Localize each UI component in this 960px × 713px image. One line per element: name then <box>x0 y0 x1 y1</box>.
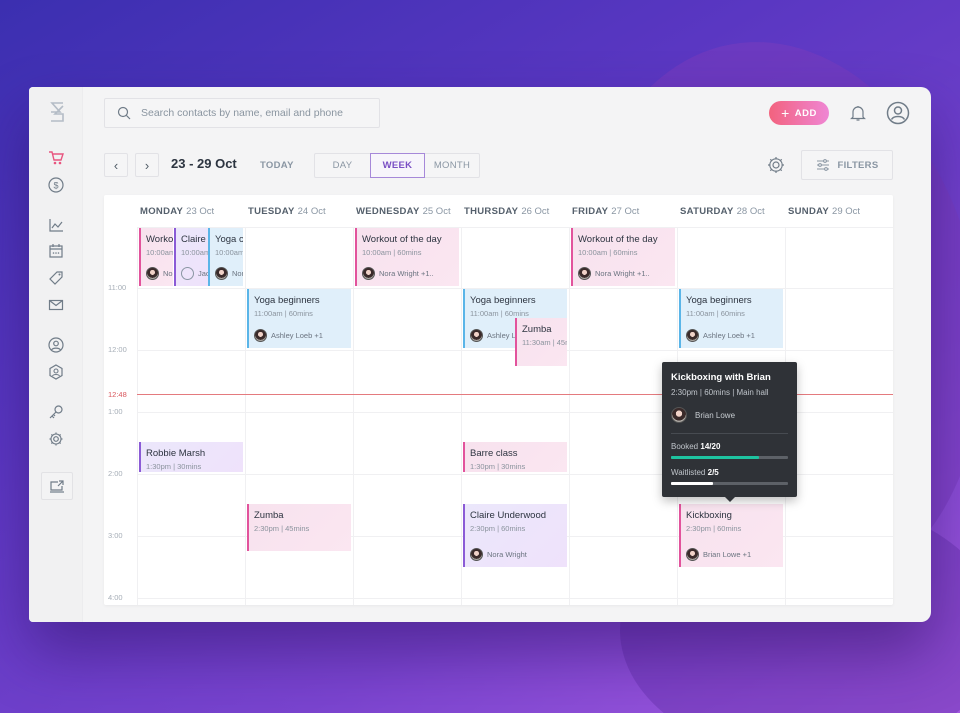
dollar-icon[interactable]: $ <box>47 176 65 194</box>
time-label: 1:00 <box>108 407 123 416</box>
external-window-button[interactable] <box>41 472 73 500</box>
avatar <box>686 329 699 342</box>
user-circle-icon[interactable] <box>47 336 65 354</box>
add-button[interactable]: + ADD <box>769 101 829 125</box>
svg-text:$: $ <box>53 181 58 191</box>
day-header-friday: FRIDAY 27 Oct <box>572 205 640 217</box>
avatar <box>578 267 591 280</box>
plus-icon: + <box>781 105 790 121</box>
day-header-tuesday: TUESDAY 24 Oct <box>248 205 326 217</box>
current-time-line <box>137 394 893 395</box>
event-thu-barre[interactable]: Barre class 1:30pm | 30mins <box>463 442 567 472</box>
chevron-left-icon: ‹ <box>113 157 119 173</box>
user-shield-icon[interactable] <box>47 363 65 381</box>
gear-icon[interactable] <box>47 430 65 448</box>
day-header-wednesday: WEDNESDAY 25 Oct <box>356 205 451 217</box>
event-mon-claire[interactable]: Claire Underwood 10:00am | 60mins Jack <box>174 228 208 286</box>
week-calendar: MONDAY 23 Oct TUESDAY 24 Oct WEDNESDAY 25 O… <box>104 195 893 605</box>
grid-line <box>137 227 138 605</box>
key-icon[interactable] <box>47 403 65 421</box>
cart-icon[interactable] <box>47 149 65 167</box>
avatar <box>362 267 375 280</box>
external-window-icon <box>50 480 64 493</box>
calendar-settings-icon[interactable] <box>766 155 786 175</box>
account-avatar-icon[interactable] <box>886 101 910 125</box>
event-details-popover: Kickboxing with Brian 2:30pm | 60mins | … <box>662 362 797 502</box>
chevron-right-icon: › <box>144 157 150 173</box>
app-window: $ + ADD <box>29 87 931 622</box>
search-input[interactable] <box>141 107 361 119</box>
avatar <box>146 267 159 280</box>
tag-icon[interactable] <box>47 269 65 287</box>
time-label: 2:00 <box>108 469 123 478</box>
event-mon-workout[interactable]: Workout of the day 10:00am | 60mins Nora… <box>139 228 173 286</box>
event-fri-workout[interactable]: Workout of the day 10:00am | 60mins Nora… <box>571 228 675 286</box>
sidebar: $ <box>29 87 83 622</box>
date-range: 23 - 29 Oct <box>171 156 237 171</box>
grid-line <box>137 288 893 289</box>
avatar <box>686 548 699 561</box>
grid-line <box>137 227 893 228</box>
bell-icon[interactable] <box>849 104 867 122</box>
popover-meta: 2:30pm | 60mins | Main hall <box>671 388 769 397</box>
grid-line <box>569 227 570 605</box>
mail-icon[interactable] <box>47 296 65 314</box>
search-icon <box>117 106 131 120</box>
booked-progress-bar <box>671 456 788 459</box>
search-box[interactable] <box>104 98 380 128</box>
view-day-button[interactable]: DAY <box>332 160 353 171</box>
user-placeholder-icon <box>181 267 194 280</box>
event-wed-workout[interactable]: Workout of the day 10:00am | 60mins Nora… <box>355 228 459 286</box>
day-header-sunday: SUNDAY 29 Oct <box>788 205 861 217</box>
logo-icon[interactable] <box>48 101 66 123</box>
add-label: ADD <box>794 107 817 119</box>
day-header-thursday: THURSDAY 26 Oct <box>464 205 550 217</box>
day-header-saturday: SATURDAY 28 Oct <box>680 205 765 217</box>
event-thu-claire[interactable]: Claire Underwood 2:30pm | 60mins Nora Wr… <box>463 504 567 567</box>
view-switcher: DAY WEEK MONTH <box>314 153 480 178</box>
grid-line <box>353 227 354 605</box>
grid-line <box>245 227 246 605</box>
event-mon-yoga[interactable]: Yoga class 10:00am | 60mins Nora Wright <box>208 228 243 286</box>
popover-title: Kickboxing with Brian <box>671 372 771 383</box>
event-tue-yoga[interactable]: Yoga beginners 11:00am | 60mins Ashley L… <box>247 289 351 348</box>
event-mon-robbie[interactable]: Robbie Marsh 1:30pm | 30mins <box>139 442 243 472</box>
popover-instructor: Brian Lowe <box>671 407 788 423</box>
time-label: 4:00 <box>108 593 123 602</box>
avatar <box>215 267 228 280</box>
chart-icon[interactable] <box>47 216 65 234</box>
avatar <box>671 407 687 423</box>
sliders-icon <box>816 159 829 171</box>
divider <box>671 433 788 434</box>
prev-week-button[interactable]: ‹ <box>104 153 128 177</box>
event-sat-kickboxing[interactable]: Kickboxing 2:30pm | 60mins Brian Lowe +1 <box>679 504 783 567</box>
day-header-monday: MONDAY 23 Oct <box>140 205 215 217</box>
today-button[interactable]: TODAY <box>260 159 294 171</box>
avatar <box>254 329 267 342</box>
avatar <box>470 329 483 342</box>
waitlisted-progress-bar <box>671 482 788 485</box>
time-label: 11:00 <box>108 283 127 292</box>
filters-label: FILTERS <box>837 159 879 171</box>
grid-line <box>137 598 893 599</box>
time-label: 3:00 <box>108 531 123 540</box>
avatar <box>470 548 483 561</box>
grid-line <box>461 227 462 605</box>
event-thu-zumba[interactable]: Zumba 11:30am | 45mins <box>515 318 567 366</box>
grid-line <box>137 474 893 475</box>
next-week-button[interactable]: › <box>135 153 159 177</box>
grid-line <box>137 412 893 413</box>
event-sat-yoga[interactable]: Yoga beginners 11:00am | 60mins Ashley L… <box>679 289 783 348</box>
filters-button[interactable]: FILTERS <box>801 150 893 180</box>
view-month-button[interactable]: MONTH <box>433 160 471 171</box>
view-week-button[interactable]: WEEK <box>370 153 425 178</box>
time-label: 12:00 <box>108 345 127 354</box>
current-time-label: 12:48 <box>108 390 127 399</box>
event-tue-zumba[interactable]: Zumba 2:30pm | 45mins <box>247 504 351 551</box>
calendar-icon[interactable] <box>47 242 65 260</box>
waitlisted-label: Waitlisted 2/5 <box>671 468 719 477</box>
booked-label: Booked 14/20 <box>671 442 721 451</box>
